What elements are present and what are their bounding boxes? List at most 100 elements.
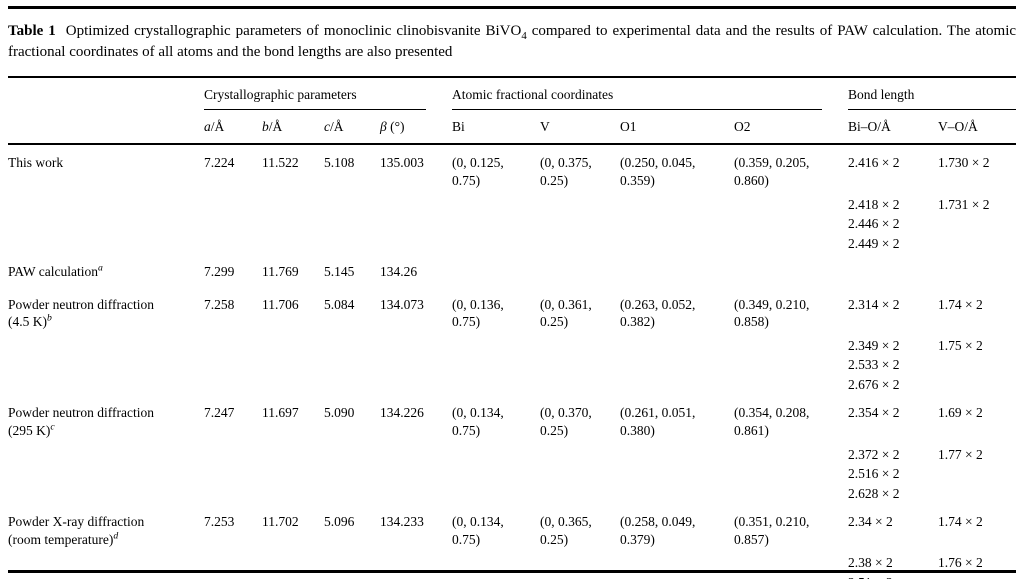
table-cell	[938, 214, 1016, 234]
table-cell	[380, 375, 452, 395]
table-cell	[540, 234, 620, 254]
table-row-bond-continuation: 2.676 × 2	[8, 375, 1016, 395]
table-cell: 1.69 × 2	[938, 405, 983, 421]
table-cell	[324, 464, 380, 484]
table-cell	[620, 484, 734, 504]
group-header-crystallographic: Crystallographic parameters	[204, 77, 452, 110]
table-cell	[734, 195, 848, 215]
column-header-a: a/Å	[204, 109, 262, 146]
table-row: Powder neutron diffraction (4.5 K)b 7.258…	[8, 286, 1016, 336]
table-cell	[938, 484, 1016, 504]
table-cell: 1.76 × 2	[938, 555, 983, 571]
table-cell	[452, 214, 540, 234]
table-cell	[620, 375, 734, 395]
table-cell: 7.253	[204, 514, 235, 530]
table-cell	[452, 234, 540, 254]
column-header-c: c/Å	[324, 109, 380, 146]
table-row-bond-continuation: 2.349 × 2 1.75 × 2	[8, 336, 1016, 356]
table-cell: 11.522	[262, 155, 299, 171]
table-cell	[262, 464, 324, 484]
table-cell	[734, 214, 848, 234]
table-cell	[620, 253, 734, 286]
table-cell	[620, 195, 734, 215]
column-header-v-o: V–O/Å	[938, 109, 1017, 146]
table-cell: 134.073	[380, 296, 424, 312]
table-cell: (0, 0.134, 0.75)	[452, 405, 504, 439]
row-label	[8, 234, 204, 254]
table-cell: 11.697	[262, 405, 299, 421]
column-header-spacer	[8, 109, 204, 146]
column-header-bi-o: Bi–O/Å	[848, 109, 939, 146]
table-cell: 2.676 × 2	[848, 376, 900, 392]
table-cell	[204, 464, 262, 484]
table-cell: 2.349 × 2	[848, 337, 900, 353]
row-label	[8, 375, 204, 395]
table-cell	[938, 355, 1016, 375]
table-cell: 2.449 × 2	[848, 235, 900, 251]
table-cell	[262, 484, 324, 504]
table-cell	[938, 234, 1016, 254]
group-header-bond-length-label: Bond length	[848, 78, 1017, 110]
table-cell	[452, 253, 540, 286]
table-cell: (0.261, 0.051, 0.380)	[620, 405, 696, 439]
table-cell	[262, 195, 324, 215]
table-cell: 2.446 × 2	[848, 216, 900, 232]
table-row-bond-continuation: 2.38 × 2 1.76 × 2	[8, 553, 1016, 573]
table-cell	[380, 355, 452, 375]
table-cell: (0, 0.125, 0.75)	[452, 155, 504, 189]
table-cell	[938, 375, 1016, 395]
column-header-v: V	[540, 109, 621, 146]
table-row: Powder X-ray diffraction (room temperatu…	[8, 503, 1016, 553]
row-label: Powder neutron diffraction (295 K)c	[8, 405, 154, 439]
crystallographic-parameters-table: Crystallographic parameters Atomic fract…	[8, 76, 1017, 579]
column-header-beta: β (°)	[380, 109, 453, 146]
table-cell	[204, 445, 262, 465]
table-cell	[620, 214, 734, 234]
bottom-rule	[8, 570, 1016, 573]
table-cell	[540, 484, 620, 504]
row-label: Powder neutron diffraction (4.5 K)b	[8, 296, 154, 330]
table-cell: (0.250, 0.045, 0.359)	[620, 155, 696, 189]
table-row: Powder neutron diffraction (295 K)c 7.247…	[8, 394, 1016, 444]
column-header-o1: O1	[620, 109, 735, 146]
group-header-spacer	[8, 77, 204, 110]
column-header-b: b/Å	[262, 109, 324, 146]
table-cell	[452, 375, 540, 395]
table-cell	[734, 573, 848, 579]
table-cell	[204, 573, 262, 579]
table-cell: 5.084	[324, 296, 355, 312]
table-cell	[380, 336, 452, 356]
table-cell: 5.145	[324, 264, 355, 280]
table-cell	[620, 355, 734, 375]
table-cell: (0.354, 0.208, 0.861)	[734, 405, 810, 439]
table-cell	[204, 484, 262, 504]
table-cell: 5.096	[324, 514, 355, 530]
table-cell	[324, 234, 380, 254]
table-cell: 5.108	[324, 155, 355, 171]
table-cell	[452, 445, 540, 465]
group-header-bond-length: Bond length	[848, 77, 1017, 110]
table-row-bond-continuation: 2.516 × 2	[8, 464, 1016, 484]
table-cell: 1.731 × 2	[938, 196, 990, 212]
top-rule	[8, 6, 1016, 9]
row-label	[8, 445, 204, 465]
table-cell: (0, 0.134, 0.75)	[452, 514, 504, 547]
table-cell	[540, 464, 620, 484]
table-cell	[262, 355, 324, 375]
table-cell	[204, 336, 262, 356]
table-cell	[734, 355, 848, 375]
group-header-coordinates: Atomic fractional coordinates	[452, 77, 848, 110]
table-cell	[380, 464, 452, 484]
table-cell	[620, 573, 734, 579]
table-cell	[734, 234, 848, 254]
table-row-bond-continuation: 2.449 × 2	[8, 234, 1016, 254]
table-cell: 134.26	[380, 264, 418, 280]
table-cell: 1.75 × 2	[938, 337, 983, 353]
table-cell: 1.730 × 2	[938, 155, 990, 171]
row-label	[8, 214, 204, 234]
table-cell: (0.359, 0.205, 0.860)	[734, 155, 810, 189]
table-cell	[262, 214, 324, 234]
row-label: PAW calculationa	[8, 262, 103, 280]
table-cell	[848, 253, 938, 286]
